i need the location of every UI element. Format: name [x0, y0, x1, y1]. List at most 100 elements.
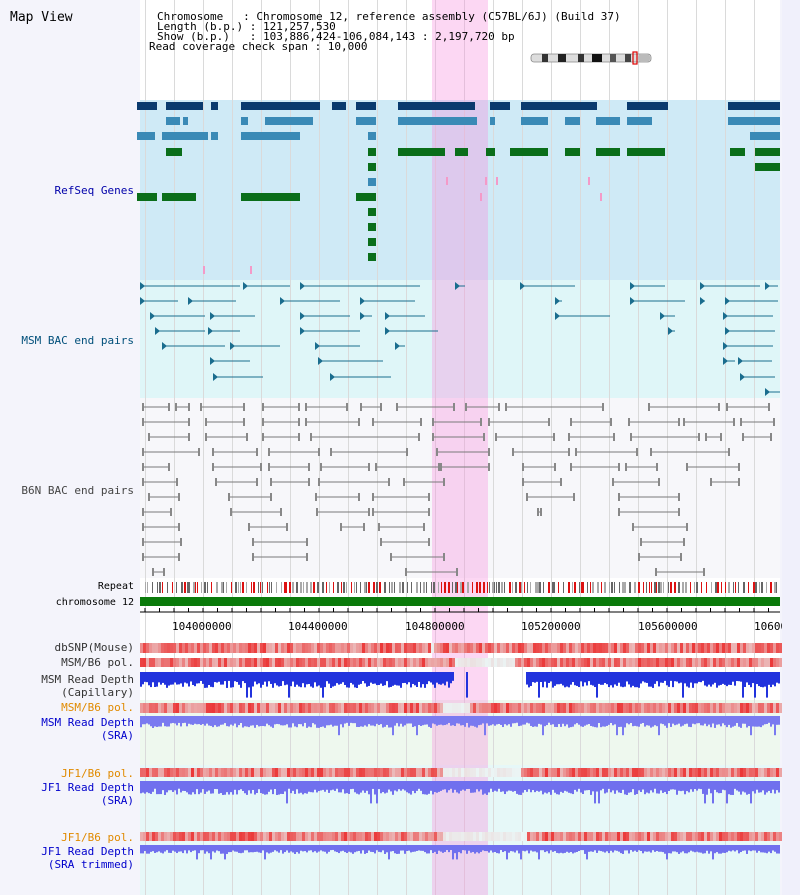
dbsnp-heat — [272, 643, 275, 653]
dbsnp-heat — [230, 643, 233, 653]
msm-depth-cap-bar — [582, 672, 584, 687]
msm-b6-pol-heat — [464, 658, 467, 667]
msm-depth-cap-bar — [270, 672, 272, 684]
track-label-jf1-depth-sra-1[interactable]: JF1 Read Depth — [41, 781, 134, 794]
msm-depth-cap-bar — [622, 672, 624, 688]
msm-depth-sra-bar — [562, 716, 564, 724]
vertical-scrollbar[interactable] — [782, 0, 800, 895]
msm-depth-sra-bar — [514, 716, 516, 724]
jf1-depth-sra-bar — [196, 781, 198, 790]
jf1-depth-sra-bar — [180, 781, 182, 793]
track-label-dbsnp[interactable]: dbSNP(Mouse) — [54, 641, 134, 654]
msm-b6-pol2-heat — [662, 703, 665, 713]
jf1-depth-sra-bar — [376, 781, 378, 804]
jf1-depth-trim-bar — [424, 845, 426, 853]
jf1-b6-pol-heat — [461, 768, 464, 777]
track-label-jf1-b6-pol-1[interactable]: JF1/B6 pol. — [61, 767, 134, 780]
jf1-b6-pol2-heat — [368, 832, 371, 841]
dbsnp-heat — [494, 643, 497, 653]
jf1-depth-trim-bar — [508, 845, 510, 853]
jf1-b6-pol2-heat — [491, 832, 494, 841]
refseq-gene — [490, 117, 495, 125]
msm-b6-pol-heat — [161, 658, 164, 667]
jf1-depth-trim-bar — [222, 845, 224, 854]
repeat-mark — [337, 582, 339, 593]
msm-b6-pol2-heat — [473, 703, 476, 713]
msm-b6-pol-heat — [359, 658, 362, 667]
msm-depth-cap-bar — [740, 672, 742, 682]
msm-b6-pol2-heat — [191, 703, 194, 713]
refseq-mark — [203, 266, 205, 274]
track-label-msm-bac[interactable]: MSM BAC end pairs — [21, 334, 134, 347]
jf1-depth-trim-bar — [612, 845, 614, 853]
track-label-msm-b6-pol-1[interactable]: MSM/B6 pol. — [61, 656, 134, 669]
jf1-b6-pol-heat — [368, 768, 371, 777]
dbsnp-heat — [644, 643, 647, 653]
jf1-b6-pol-heat — [374, 768, 377, 777]
jf1-depth-sra-bar — [626, 781, 628, 795]
jf1-depth-sra-bar — [592, 781, 594, 792]
dbsnp-heat — [278, 643, 281, 653]
chromosome-ideogram[interactable] — [530, 51, 655, 65]
msm-b6-pol-heat — [224, 658, 227, 667]
b6n-bac-end — [346, 403, 348, 411]
jf1-depth-sra-bar — [650, 781, 652, 791]
jf1-b6-pol-heat — [614, 768, 617, 777]
jf1-depth-sra-bar — [260, 781, 262, 794]
jf1-depth-trim-bar — [384, 845, 386, 854]
msm-depth-sra-bar — [298, 716, 300, 725]
jf1-b6-pol-heat — [641, 768, 644, 777]
msm-depth-sra-bar — [154, 716, 156, 727]
jf1-depth-trim-bar — [496, 845, 498, 854]
jf1-depth-trim-bar — [662, 845, 664, 853]
msm-depth-sra-bar — [368, 716, 370, 725]
jf1-b6-pol2-heat — [317, 832, 320, 841]
jf1-depth-trim-bar — [576, 845, 578, 852]
b6n-bac-end — [568, 448, 570, 456]
msm-b6-pol-heat — [608, 658, 611, 667]
msm-depth-cap-bar — [598, 672, 600, 684]
msm-depth-cap-bar — [620, 672, 622, 687]
b6n-bac-end — [488, 418, 490, 426]
msm-b6-pol-heat — [278, 658, 281, 667]
msm-b6-pol-heat — [530, 658, 533, 667]
jf1-depth-trim-bar — [596, 845, 598, 853]
track-label-refseq[interactable]: RefSeq Genes — [54, 184, 134, 197]
dbsnp-heat — [269, 643, 272, 653]
jf1-b6-pol2-heat — [635, 832, 638, 841]
dbsnp-heat — [197, 643, 200, 653]
msm-depth-sra-bar — [504, 716, 506, 725]
msm-depth-cap-bar — [336, 672, 338, 684]
b6n-bac-end — [522, 463, 524, 471]
track-label-jf1-b6-pol-2[interactable]: JF1/B6 pol. — [61, 831, 134, 844]
repeat-mark — [597, 582, 599, 593]
b6n-bac-end — [512, 448, 514, 456]
msm-b6-pol2-heat — [248, 703, 251, 713]
track-label-msm-depth-cap-1[interactable]: MSM Read Depth — [41, 673, 134, 686]
track-label-msm-b6-pol-2[interactable]: MSM/B6 pol. — [61, 701, 134, 714]
repeat-mark — [379, 582, 381, 593]
msm-depth-cap-bar — [376, 672, 378, 686]
msm-depth-cap-bar — [438, 672, 440, 685]
track-label-jf1-depth-trim-1[interactable]: JF1 Read Depth — [41, 845, 134, 858]
jf1-b6-pol-heat — [320, 768, 323, 777]
track-label-b6n-bac[interactable]: B6N BAC end pairs — [21, 484, 134, 497]
msm-depth-sra-bar — [272, 716, 274, 728]
msm-b6-pol-heat — [758, 658, 761, 667]
msm-depth-cap-bar — [362, 672, 364, 681]
dbsnp-heat — [506, 643, 509, 653]
msm-depth-sra-bar — [366, 716, 368, 727]
msm-depth-sra-bar — [684, 716, 686, 725]
msm-b6-pol-heat — [770, 658, 773, 667]
jf1-b6-pol2-heat — [494, 832, 497, 841]
jf1-depth-trim-bar — [250, 845, 252, 853]
msm-depth-sra-bar — [580, 716, 582, 727]
msm-b6-pol-heat — [419, 658, 422, 667]
jf1-b6-pol-heat — [335, 768, 338, 777]
track-label-msm-depth-sra-1[interactable]: MSM Read Depth — [41, 716, 134, 729]
msm-depth-sra-bar — [330, 716, 332, 725]
dbsnp-heat — [443, 643, 446, 653]
msm-depth-cap-bar — [240, 672, 242, 688]
msm-depth-sra-bar — [544, 716, 546, 727]
